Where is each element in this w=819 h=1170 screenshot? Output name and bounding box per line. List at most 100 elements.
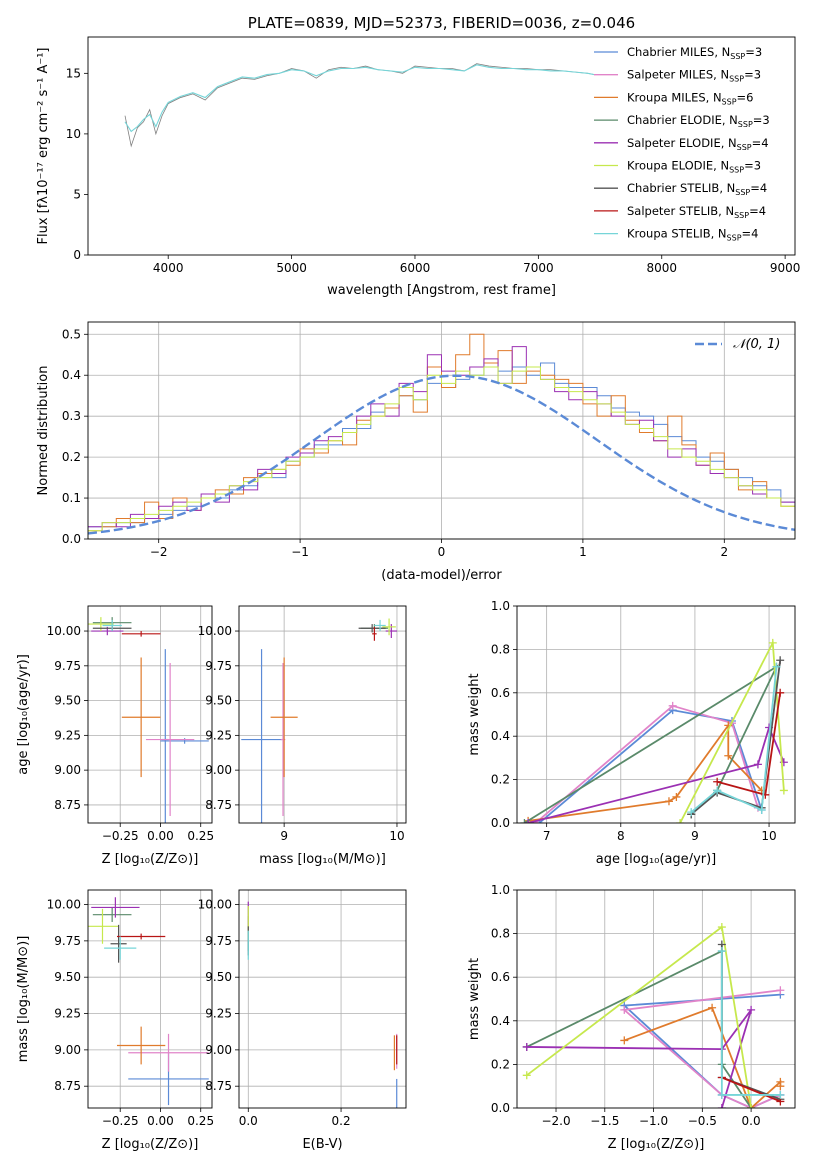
y-tick-label: 9.50 <box>54 694 81 708</box>
weight-marker <box>520 819 529 823</box>
y-tick-label: 9.75 <box>205 934 232 948</box>
weight-marker <box>753 760 762 769</box>
spectrum-panel: 4000 5000 6000 7000 8000 9000 0 5 10 15 PLATE=0839… <box>36 14 800 298</box>
point-chabrier-stelib <box>358 624 386 633</box>
x-tick-label: 0.00 <box>147 829 174 843</box>
y-tick-label: 8.75 <box>205 798 232 812</box>
x-tick-label: 10 <box>389 829 404 843</box>
y-axis-label: Flux [fλ10⁻¹⁷ erg cm⁻² s⁻¹ A⁻¹] <box>36 48 51 245</box>
x-tick-label: 2 <box>720 545 728 559</box>
y-tick-label: 0.6 <box>491 970 510 984</box>
x-axis-label: E(B-V) <box>302 1137 342 1152</box>
mass-weight-vs-age-panel: 7 8 9 10 0.0 0.2 0.4 0.6 0.8 1.0 age [log₁₀(age/yr… <box>467 599 796 867</box>
x-tick-label: −1 <box>291 545 309 559</box>
x-tick-label: 5000 <box>276 261 307 275</box>
point-salpeter-stelib <box>372 626 377 641</box>
weight-line-kroupa-miles <box>527 722 763 822</box>
x-tick-label: 7000 <box>523 261 554 275</box>
x-axis-label: Z [log₁₀(Z/Z⊙)] <box>102 852 199 867</box>
y-tick-label: 9.75 <box>54 934 81 948</box>
spectrum-lines <box>124 63 594 148</box>
y-tick-label: 0 <box>73 248 81 262</box>
y-tick-label: 8.75 <box>205 1079 232 1093</box>
x-tick-label: 0 <box>438 545 446 559</box>
y-tick-label: 10.00 <box>47 898 81 912</box>
y-tick-label: 0.8 <box>491 642 510 656</box>
weight-marker <box>668 701 677 710</box>
x-axis-label: Z [log₁₀(Z/Z⊙)] <box>608 1137 705 1152</box>
x-tick-label: 0.25 <box>187 1114 214 1128</box>
legend-entry-kroupa-stelib: Kroupa STELIB, NSSP=4 <box>627 227 758 243</box>
y-tick-label: 10.00 <box>47 624 81 638</box>
y-tick-label: 9.25 <box>54 1007 81 1021</box>
point-kroupa-stelib <box>104 936 137 960</box>
weight-marker <box>524 819 533 823</box>
weight-line-salpeter-elodie <box>527 724 785 823</box>
x-tick-label: 6000 <box>400 261 431 275</box>
legend-entry-kroupa-miles: Kroupa MILES, NSSP=6 <box>627 90 753 106</box>
y-tick-label: 9.25 <box>54 728 81 742</box>
x-tick-label: 7 <box>543 829 551 843</box>
y-tick-label: 1.0 <box>491 883 510 897</box>
point-salpeter-elodie <box>91 897 140 918</box>
y-tick-label: 9.00 <box>54 763 81 777</box>
histogram-kroupa-elodie <box>88 366 795 539</box>
error-bars <box>88 897 209 1106</box>
weight-line-kroupa-stelib <box>690 666 778 813</box>
weight-marker <box>672 792 681 801</box>
y-tick-label: 15 <box>66 66 81 80</box>
point-chabrier-miles <box>241 649 282 823</box>
x-axis-label: (data-model)/error <box>381 568 502 583</box>
y-axis-label: mass [log₁₀(M/M⊙)] <box>16 936 31 1063</box>
x-axis-label: wavelength [Angstrom, rest frame] <box>327 283 556 298</box>
legend-normal: 𝒩(0, 1) <box>733 337 780 352</box>
y-tick-label: 8.75 <box>54 1079 81 1093</box>
x-tick-label: 0.00 <box>147 1114 174 1128</box>
weight-marker <box>687 808 696 817</box>
weight-line-chabrier-elodie <box>526 949 752 1108</box>
error-bars <box>241 618 397 823</box>
point-kroupa-stelib <box>374 619 386 632</box>
normal-curve <box>88 374 795 535</box>
x-tick-label: −0.25 <box>102 829 139 843</box>
y-tick-label: 9.00 <box>54 1043 81 1057</box>
weight-marker <box>724 751 733 760</box>
x-tick-label: 1 <box>579 545 587 559</box>
weight-marker <box>779 786 788 795</box>
x-tick-label: 10 <box>761 829 776 843</box>
x-axis-label: age [log₁₀(age/yr)] <box>596 852 717 867</box>
x-tick-label: 0.2 <box>332 1114 351 1128</box>
axes-frame <box>516 605 796 824</box>
y-tick-label: 10.00 <box>198 898 232 912</box>
weight-marker <box>708 1003 717 1012</box>
point-kroupa-miles <box>116 1026 166 1065</box>
axes-frame <box>87 36 796 256</box>
point-chabrier-stelib <box>110 924 127 963</box>
y-tick-label: 5 <box>73 187 81 201</box>
weight-marker <box>713 786 722 795</box>
mass-vs-ebv-panel: 0.0 0.2 8.75 9.00 9.25 9.50 9.75 10.00 E(B-V) <box>198 889 407 1152</box>
point-chabrier-elodie <box>92 907 132 922</box>
x-tick-label: −1.5 <box>590 1114 619 1128</box>
y-tick-label: 0.6 <box>491 686 510 700</box>
weight-marker <box>776 656 785 665</box>
weight-line-salpeter-elodie <box>526 1009 752 1108</box>
y-tick-label: 9.25 <box>205 728 232 742</box>
y-tick-label: 9.75 <box>205 659 232 673</box>
y-tick-label: 0.2 <box>62 450 81 464</box>
legend-entry-salpeter-stelib: Salpeter STELIB, NSSP=4 <box>627 204 766 220</box>
residuals-panel: −2 −1 0 1 2 0.0 0.1 0.2 0.3 0.4 0.5 𝒩(0, 1) (data-mo… <box>36 321 796 583</box>
point-kroupa-miles <box>270 657 298 778</box>
x-tick-label: 9 <box>280 829 288 843</box>
y-axis-label: mass weight <box>467 673 482 755</box>
y-tick-label: 0.4 <box>491 729 510 743</box>
legend-entry-chabrier-miles: Chabrier MILES, NSSP=3 <box>627 45 762 61</box>
legend-entry-salpeter-miles: Salpeter MILES, NSSP=3 <box>627 68 761 84</box>
legend-entry-chabrier-stelib: Chabrier STELIB, NSSP=4 <box>627 181 767 197</box>
legend-entry-chabrier-elodie: Chabrier ELODIE, NSSP=3 <box>627 113 770 129</box>
weight-marker <box>620 1005 629 1014</box>
error-bars <box>247 901 398 1108</box>
point-kroupa-elodie <box>382 618 396 636</box>
y-tick-label: 0.2 <box>491 1057 510 1071</box>
